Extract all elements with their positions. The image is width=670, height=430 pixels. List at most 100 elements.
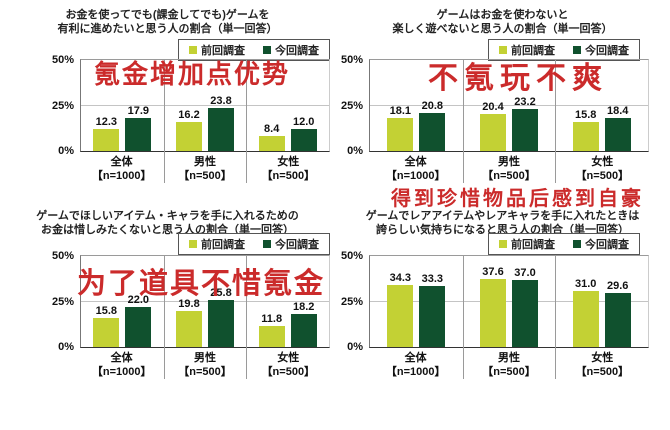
category-sample-size: 【n=500】 — [482, 170, 536, 182]
bar-column: 34.3 — [387, 272, 414, 347]
plot-area: 50% 25% 0% 15.8 22.0 19.8 25.8 11.8 18.2 全体 【n=100… — [52, 250, 330, 379]
plot: 50% 25% 0% 18.1 20.8 20.4 23.2 15.8 18.4 — [341, 54, 649, 183]
category-label: 全体【n=1000】 — [80, 351, 163, 379]
bar-column: 18.2 — [290, 300, 317, 347]
legend-label: 今回調査 — [585, 45, 629, 57]
bar-value-label: 33.3 — [421, 273, 444, 286]
chart-pay-to-advance: お金を使ってでも(課金してでも)ゲームを 有利に進めたいと思う人の割合（単一回答）… — [0, 0, 335, 205]
chart-title-line: 有利に進めたいと思う人の割合（単一回答） — [57, 23, 278, 35]
bar-group: 18.1 20.8 — [370, 60, 463, 151]
bar-column: 12.0 — [290, 116, 317, 151]
y-axis-tick: 50% — [340, 54, 363, 66]
category-label: 女性【n=500】 — [247, 155, 330, 183]
category-divider-line — [555, 256, 557, 379]
category-sample-size: 【n=500】 — [575, 170, 630, 182]
bar-column: 29.6 — [604, 280, 631, 347]
bar-value-label: 23.2 — [514, 95, 536, 108]
legend-swatch-previous-survey — [499, 46, 507, 54]
category-labels: 全体 【n=1000】 男性 【n=500】 女性 【n=500】 — [369, 351, 649, 379]
bar-value-label: 25.8 — [210, 287, 232, 300]
bar-value-label: 18.1 — [389, 105, 412, 118]
bar-column: 12.3 — [93, 116, 120, 151]
bar-value-label: 11.8 — [261, 312, 283, 325]
plot-area: 50% 25% 0% 12.3 17.9 16.2 23.8 8.4 12.0 全体 【n=1000… — [52, 54, 330, 183]
annotation-pay-to-win-advantage: 氪金增加点优势 — [94, 59, 291, 89]
category-name: 男性 — [193, 156, 216, 168]
category-name: 全体 — [110, 156, 133, 168]
bar-group: 31.0 29.6 — [555, 256, 648, 347]
legend-item: 前回調査 — [499, 42, 555, 58]
bar-previous-survey — [176, 121, 202, 151]
category-sample-size: 【n=1000】 — [91, 366, 152, 378]
category-sample-size: 【n=500】 — [178, 170, 232, 182]
chart-no-pay-no-fun: ゲームはお金を使わないと 楽しく遊べないと思う人の割合（単一回答） 前回調査 今回調査… — [335, 0, 670, 205]
category-label: 全体 【n=1000】 — [369, 351, 462, 379]
bar-previous-survey — [176, 310, 202, 347]
bar-group: 15.8 22.0 — [81, 256, 164, 347]
legend: 前回調査 今回調査 — [488, 39, 640, 61]
chart-proud-rare-items: ゲームでレアアイテムやレアキャラを手に入れたときは 誇らしい気持ちになると思う人の… — [335, 205, 670, 430]
bar-value-label: 15.8 — [574, 109, 597, 122]
bar-value-label: 20.8 — [421, 100, 444, 113]
legend-item: 前回調査 — [189, 42, 245, 58]
bar-value-label: 19.8 — [178, 297, 200, 310]
legend-item: 今回調査 — [263, 42, 319, 58]
gridline-25pct — [81, 105, 329, 106]
category-label: 女性 【n=500】 — [556, 351, 649, 379]
bar-column: 23.8 — [208, 95, 234, 151]
bar-group: 16.2 23.8 — [164, 60, 247, 151]
y-axis-tick: 0% — [347, 341, 363, 353]
category-label: 全体 【n=1000】 — [369, 155, 462, 183]
bar-previous-survey — [258, 135, 285, 151]
legend: 前回調査 今回調査 — [178, 233, 330, 255]
chart-title: お金を使ってでも(課金してでも)ゲームを 有利に進めたいと思う人の割合（単一回答） — [0, 0, 335, 36]
legend-label: 今回調査 — [585, 239, 629, 251]
bar-current-survey — [208, 107, 234, 151]
category-sample-size: 【n=500】 — [261, 366, 316, 378]
bar-current-survey — [604, 293, 631, 347]
y-axis-tick: 50% — [51, 54, 74, 66]
legend-item: 今回調査 — [573, 42, 629, 58]
legend: 前回調査 今回調査 — [488, 233, 640, 255]
category-sample-size: 【n=1000】 — [91, 170, 152, 182]
plot: 50% 25% 0% 15.8 22.0 19.8 25.8 11.8 18.2 — [52, 250, 330, 379]
bar-column: 25.8 — [208, 287, 234, 347]
legend-swatch-current-survey — [573, 240, 581, 248]
bar-group: 20.4 23.2 — [463, 60, 556, 151]
category-divider-line — [246, 256, 248, 379]
bar-value-label: 31.0 — [574, 277, 597, 290]
category-name: 男性 — [497, 352, 520, 364]
annotation-proud-after-rare: 得到珍惜物品后感到自豪 — [391, 188, 644, 210]
bar-previous-survey — [572, 122, 599, 151]
bar-previous-survey — [480, 278, 506, 347]
legend-label: 前回調査 — [201, 239, 245, 251]
bar-previous-survey — [387, 284, 414, 347]
category-name: 女性 — [277, 156, 300, 168]
category-label: 男性 【n=500】 — [462, 351, 555, 379]
bar-value-label: 15.8 — [95, 305, 118, 318]
bar-current-survey — [125, 118, 152, 151]
bar-value-label: 17.9 — [127, 105, 150, 118]
category-name: 男性 — [193, 352, 216, 364]
category-label: 女性【n=500】 — [556, 155, 649, 183]
bar-current-survey — [512, 279, 538, 347]
category-labels: 全体 【n=1000】 男性 【n=500】 女性 【n=500】 — [369, 155, 649, 183]
bar-group: 8.4 12.0 — [246, 60, 329, 151]
category-name: 全体 — [110, 352, 133, 364]
category-divider-line — [163, 256, 165, 379]
category-name: 女性 — [591, 156, 614, 168]
legend-label: 今回調査 — [275, 239, 319, 251]
chart-title-line: ゲームはお金を使わないと — [436, 9, 569, 21]
y-axis-tick: 0% — [58, 341, 74, 353]
bar-previous-survey — [258, 325, 285, 347]
bar-value-label: 18.2 — [292, 300, 315, 313]
category-divider-line — [246, 60, 248, 183]
bar-current-survey — [604, 117, 631, 151]
bar-column: 37.6 — [480, 266, 506, 347]
category-sample-size: 【n=500】 — [261, 170, 316, 182]
bar-column: 33.3 — [419, 273, 446, 347]
bar-group: 11.8 18.2 — [246, 256, 329, 347]
bar-value-label: 22.0 — [127, 293, 150, 306]
chart-title-line: ゲームでレアアイテムやレアキャラを手に入れたときは — [365, 210, 640, 222]
category-label: 男性【n=500】 — [163, 155, 246, 183]
